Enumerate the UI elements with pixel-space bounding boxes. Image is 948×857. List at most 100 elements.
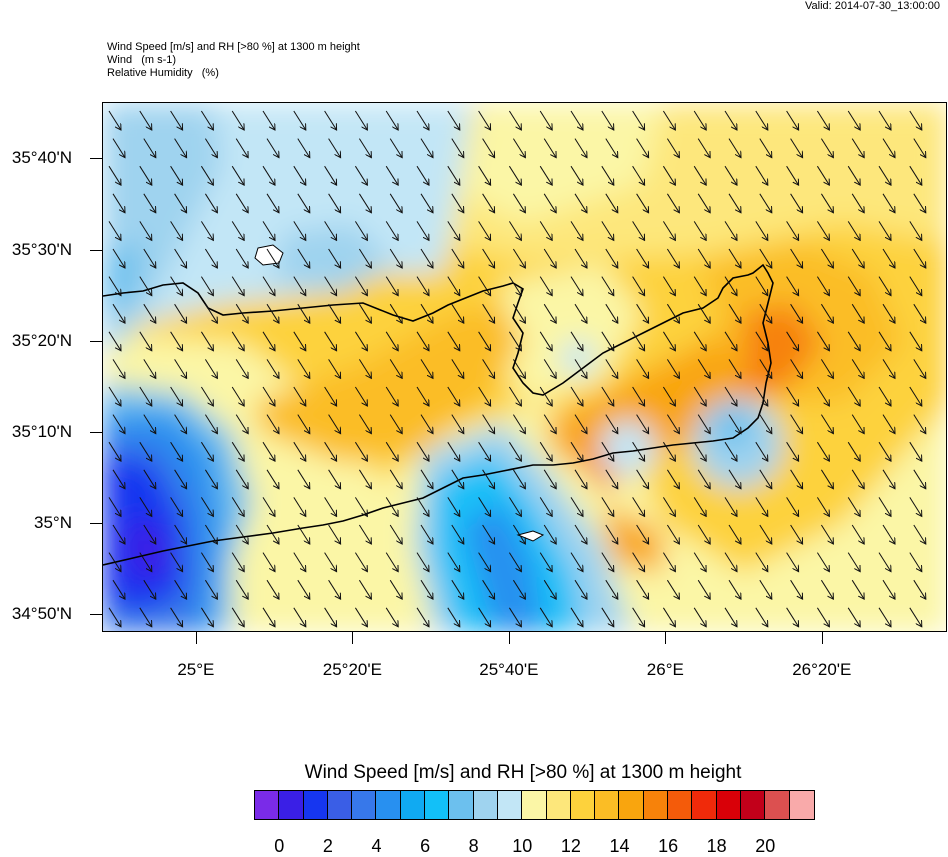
wind-arrow — [570, 276, 583, 296]
wind-arrow — [601, 386, 614, 406]
wind-arrow — [231, 165, 244, 185]
wind-arrow — [293, 607, 306, 627]
wind-arrow — [508, 607, 521, 627]
wind-arrow — [174, 469, 187, 489]
wind-arrow — [601, 552, 614, 572]
wind-arrow — [786, 552, 799, 572]
lat-label: 35°20'N — [11, 330, 72, 350]
wind-arrow — [447, 552, 460, 572]
wind-arrow — [759, 303, 772, 323]
wind-arrow — [728, 469, 741, 489]
wind-arrow — [913, 469, 926, 489]
wind-arrow — [662, 221, 675, 240]
rh-field-label: Relative Humidity (%) — [107, 67, 219, 79]
wind-arrow — [416, 552, 429, 572]
coastline — [103, 263, 774, 566]
wind-arrow — [790, 303, 803, 323]
wind-arrow — [139, 221, 152, 240]
wind-arrow — [693, 165, 706, 185]
wind-arrow — [759, 193, 772, 213]
lat-tick — [90, 613, 102, 615]
lon-tick — [195, 632, 197, 644]
wind-arrow — [358, 359, 371, 378]
wind-arrow — [605, 469, 618, 489]
lat-tick — [90, 431, 102, 433]
wind-arrow — [913, 579, 926, 599]
wind-arrow — [420, 193, 433, 213]
wind-arrow — [508, 441, 521, 461]
colorbar-swatch — [595, 791, 620, 819]
wind-arrow — [262, 110, 275, 130]
wind-arrow — [820, 193, 833, 213]
wind-arrow — [354, 165, 367, 185]
lon-label: 26°20'E — [792, 660, 852, 679]
wind-arrow — [385, 552, 398, 572]
wind-arrow — [200, 607, 213, 627]
wind-arrow — [820, 579, 833, 599]
wind-arrow — [909, 386, 922, 406]
wind-arrow — [786, 386, 799, 406]
wind-arrow — [851, 359, 864, 378]
wind-arrow — [786, 607, 799, 627]
wind-arrow — [508, 497, 521, 516]
wind-arrow — [693, 497, 706, 516]
wind-arrow — [358, 248, 371, 268]
wind-arrow — [170, 110, 183, 130]
colorbar-tick-label: 2 — [322, 836, 333, 856]
lon-tick — [821, 632, 823, 644]
wind-arrow — [882, 579, 895, 599]
wind-arrow — [328, 359, 341, 378]
wind-arrow — [420, 469, 433, 489]
colorbar-swatch — [303, 791, 328, 819]
wind-arrow — [451, 579, 464, 599]
wind-arrow — [601, 441, 614, 461]
wind-arrow — [139, 165, 152, 185]
wind-arrow — [385, 386, 398, 406]
wind-arrow — [324, 497, 337, 516]
wind-arrow — [508, 386, 521, 406]
wind-arrow — [847, 165, 860, 185]
wind-arrow — [482, 193, 495, 213]
wind-arrow — [574, 524, 587, 544]
wind-arrow — [662, 276, 675, 296]
wind-arrow — [697, 193, 710, 213]
wind-arrow — [266, 193, 279, 213]
wind-arrow — [666, 469, 679, 489]
wind-arrow — [266, 524, 279, 544]
wind-arrow — [389, 359, 402, 378]
wind-arrow — [262, 331, 275, 351]
wind-arrow — [878, 331, 891, 351]
wind-arrow — [112, 303, 125, 323]
valid-time: Valid: 2014-07-30_13:00:00 — [805, 0, 940, 12]
wind-arrow — [790, 469, 803, 489]
wind-arrow — [847, 110, 860, 130]
wind-arrow — [790, 248, 803, 268]
wind-arrow — [755, 607, 768, 627]
wind-arrow — [816, 110, 829, 130]
wind-arrow — [235, 138, 248, 158]
wind-arrow — [204, 524, 217, 544]
wind-arrow — [297, 193, 310, 213]
wind-arrow — [724, 441, 737, 461]
lon-label: 25°E — [177, 660, 215, 679]
wind-arrow — [328, 193, 341, 213]
wind-arrow — [759, 579, 772, 599]
wind-arrow — [790, 359, 803, 378]
wind-arrow — [693, 221, 706, 240]
wind-arrow — [570, 110, 583, 130]
wind-arrow — [816, 607, 829, 627]
wind-arrow — [755, 331, 768, 351]
wind-arrow — [293, 276, 306, 296]
wind-arrow — [790, 138, 803, 158]
wind-arrow — [512, 303, 525, 323]
wind-arrow — [385, 497, 398, 516]
wind-arrow — [478, 276, 491, 296]
wind-arrow — [262, 386, 275, 406]
wind-arrow — [170, 552, 183, 572]
wind-arrow — [847, 441, 860, 461]
wind-arrow — [601, 497, 614, 516]
lon-label: 26°E — [646, 660, 684, 679]
wind-arrow — [697, 469, 710, 489]
wind-arrow — [786, 221, 799, 240]
wind-arrow — [570, 331, 583, 351]
